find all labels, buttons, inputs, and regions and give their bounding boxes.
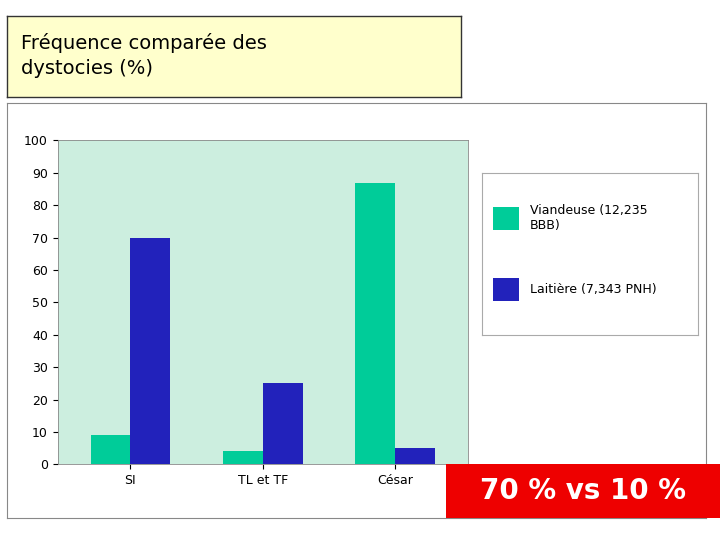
Bar [263,383,302,464]
FancyBboxPatch shape [493,207,519,229]
Bar [130,238,170,464]
Text: 70 % vs 10 %: 70 % vs 10 % [480,477,686,505]
Bar [223,451,263,464]
Bar [91,435,130,464]
Text: Viandeuse (12,235
BBB): Viandeuse (12,235 BBB) [530,204,647,232]
FancyBboxPatch shape [493,278,519,301]
Text: Laitière (7,343 PNH): Laitière (7,343 PNH) [530,283,657,296]
Bar [356,183,395,464]
Text: Fréquence comparée des
dystocies (%): Fréquence comparée des dystocies (%) [21,32,266,78]
Bar [395,448,435,464]
